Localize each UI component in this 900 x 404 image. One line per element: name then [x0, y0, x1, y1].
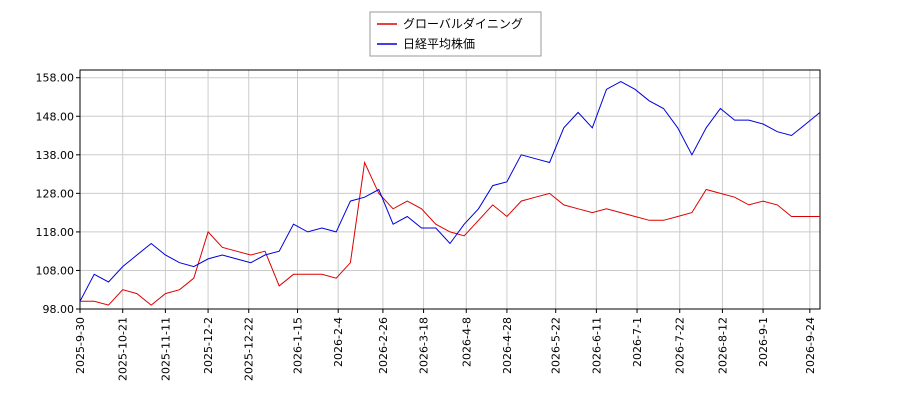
x-tick-label: 2026-1-15 — [292, 317, 305, 374]
x-tick-label: 2026-9-24 — [804, 317, 817, 374]
x-tick-label: 2026-7-22 — [674, 317, 687, 374]
plot-frame — [79, 69, 821, 310]
y-tick-label: 98.00 — [43, 303, 75, 316]
x-tick-label: 2026-6-11 — [590, 317, 603, 374]
x-tick-label: 2026-9-1 — [757, 317, 770, 367]
x-tick-label: 2026-2-26 — [377, 317, 390, 374]
x-tick-label: 2025-10-21 — [117, 317, 130, 381]
y-tick-label: 128.00 — [36, 187, 75, 200]
y-tick-label: 158.00 — [36, 72, 75, 85]
x-tick-label: 2026-5-22 — [550, 317, 563, 374]
x-tick-label: 2025-9-30 — [74, 317, 87, 374]
y-tick-label: 138.00 — [36, 149, 75, 162]
legend — [369, 11, 542, 57]
x-tick-label: 2026-4-8 — [460, 317, 473, 367]
x-tick-label: 2025-12-2 — [202, 317, 215, 374]
x-tick-label: 2026-2-4 — [332, 317, 345, 367]
legend-label: 日経平均株価 — [403, 36, 475, 51]
y-tick-label: 118.00 — [36, 226, 75, 239]
legend-label: グローバルダイニング — [403, 16, 523, 31]
x-tick-label: 2025-11-11 — [159, 317, 172, 381]
series-line — [80, 160, 820, 306]
series-line — [79, 81, 821, 302]
x-tick-label: 2026-4-28 — [501, 317, 514, 374]
y-tick-label: 148.00 — [36, 110, 75, 123]
x-tick-label: 2026-8-12 — [716, 317, 729, 374]
y-tick-label: 108.00 — [36, 264, 75, 277]
x-tick-label: 2025-12-22 — [243, 317, 256, 381]
x-tick-label: 2026-7-1 — [631, 317, 644, 367]
x-tick-label: 2026-3-18 — [418, 317, 431, 374]
